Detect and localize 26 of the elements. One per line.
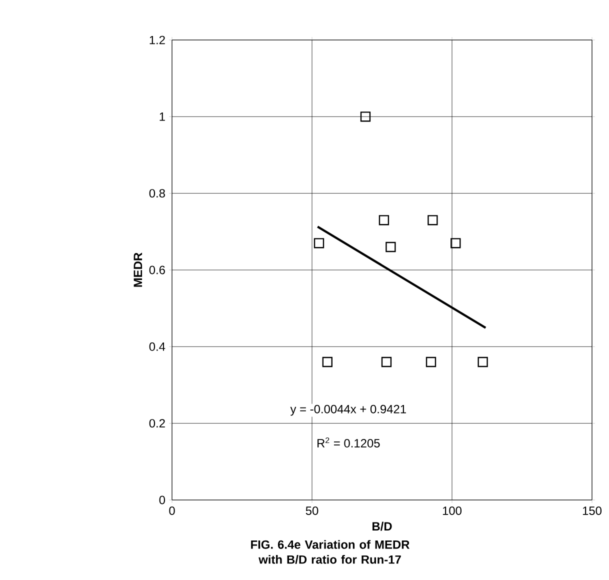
text: FIG. 6.4e Variation of MEDR with B/D ratio for Run-17 (251, 540, 410, 564)
y-tick-label: 0 (159, 496, 166, 504)
point (428, 215, 438, 226)
x-axis-title: B/D (372, 522, 392, 531)
point (314, 238, 324, 248)
annotation: R$^{2}$ = 0.1205 (318, 437, 380, 448)
x-tick-label: 100 (442, 506, 462, 515)
y-tick-label: 1 (160, 112, 165, 121)
y-tick-label: 0.6 (149, 266, 165, 274)
y-tick-label: 0.4 (149, 342, 166, 351)
point (478, 356, 488, 368)
y-axis-title: MEDR (134, 252, 142, 287)
y-tick-label: 0.8 (149, 189, 165, 198)
y-tick-label: 1.2 (150, 36, 165, 44)
x-tick-label: 150 (582, 506, 602, 515)
x-tick-label: 0 (169, 506, 175, 515)
point (378, 215, 390, 226)
y-tick-label: 0.2 (149, 419, 165, 428)
point (381, 356, 392, 368)
x-tick-label: 50 (306, 506, 318, 515)
annotation: y = -0.0044x + 0.9421 (290, 404, 406, 416)
point (360, 112, 371, 122)
point (322, 356, 332, 368)
point (450, 238, 461, 248)
point (386, 242, 396, 252)
point (426, 356, 436, 368)
